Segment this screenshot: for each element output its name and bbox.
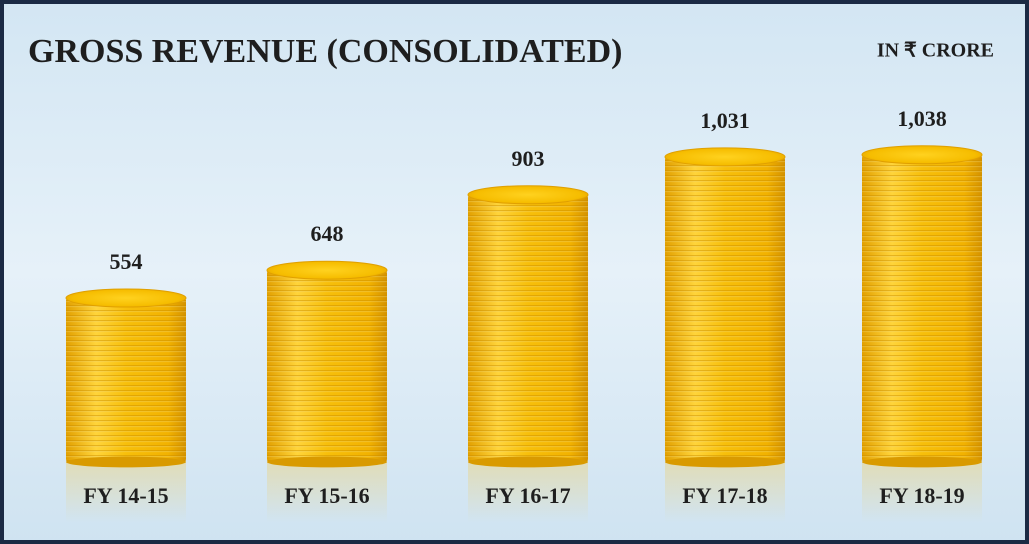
coin-top (467, 185, 589, 205)
x-tick-label: FY 14-15 (83, 483, 168, 508)
value-label: 903 (512, 146, 545, 171)
coin-stripes (267, 270, 387, 462)
x-tick-label: FY 18-19 (879, 483, 964, 508)
coin-top (664, 147, 786, 167)
coin-bottom (468, 456, 588, 468)
coin-stripes (665, 156, 785, 462)
x-tick-label: FY 16-17 (485, 483, 570, 508)
coin-reflection (267, 462, 387, 522)
x-tick-label: FY 17-18 (682, 483, 767, 508)
chart-subtitle: IN ₹ CRORE (877, 40, 994, 62)
coin-stripes (66, 298, 186, 462)
coin-reflection (468, 462, 588, 522)
x-tick-label: FY 15-16 (284, 483, 369, 508)
value-label: 554 (110, 249, 143, 274)
coin-top (861, 145, 983, 165)
chart-title: GROSS REVENUE (CONSOLIDATED) (28, 33, 622, 70)
coin-reflection (665, 462, 785, 522)
coin-top (65, 288, 187, 308)
value-label: 1,038 (897, 106, 947, 131)
coin-reflection (862, 462, 982, 522)
coin-bottom (862, 456, 982, 468)
coin-top (266, 260, 388, 280)
coin-stripes (862, 154, 982, 462)
coin-stripes (468, 194, 588, 462)
value-label: 648 (311, 221, 344, 246)
coin-bottom (665, 456, 785, 468)
value-label: 1,031 (700, 108, 750, 133)
coin-bottom (267, 456, 387, 468)
coin-reflection (66, 462, 186, 522)
coin-bottom (66, 456, 186, 468)
